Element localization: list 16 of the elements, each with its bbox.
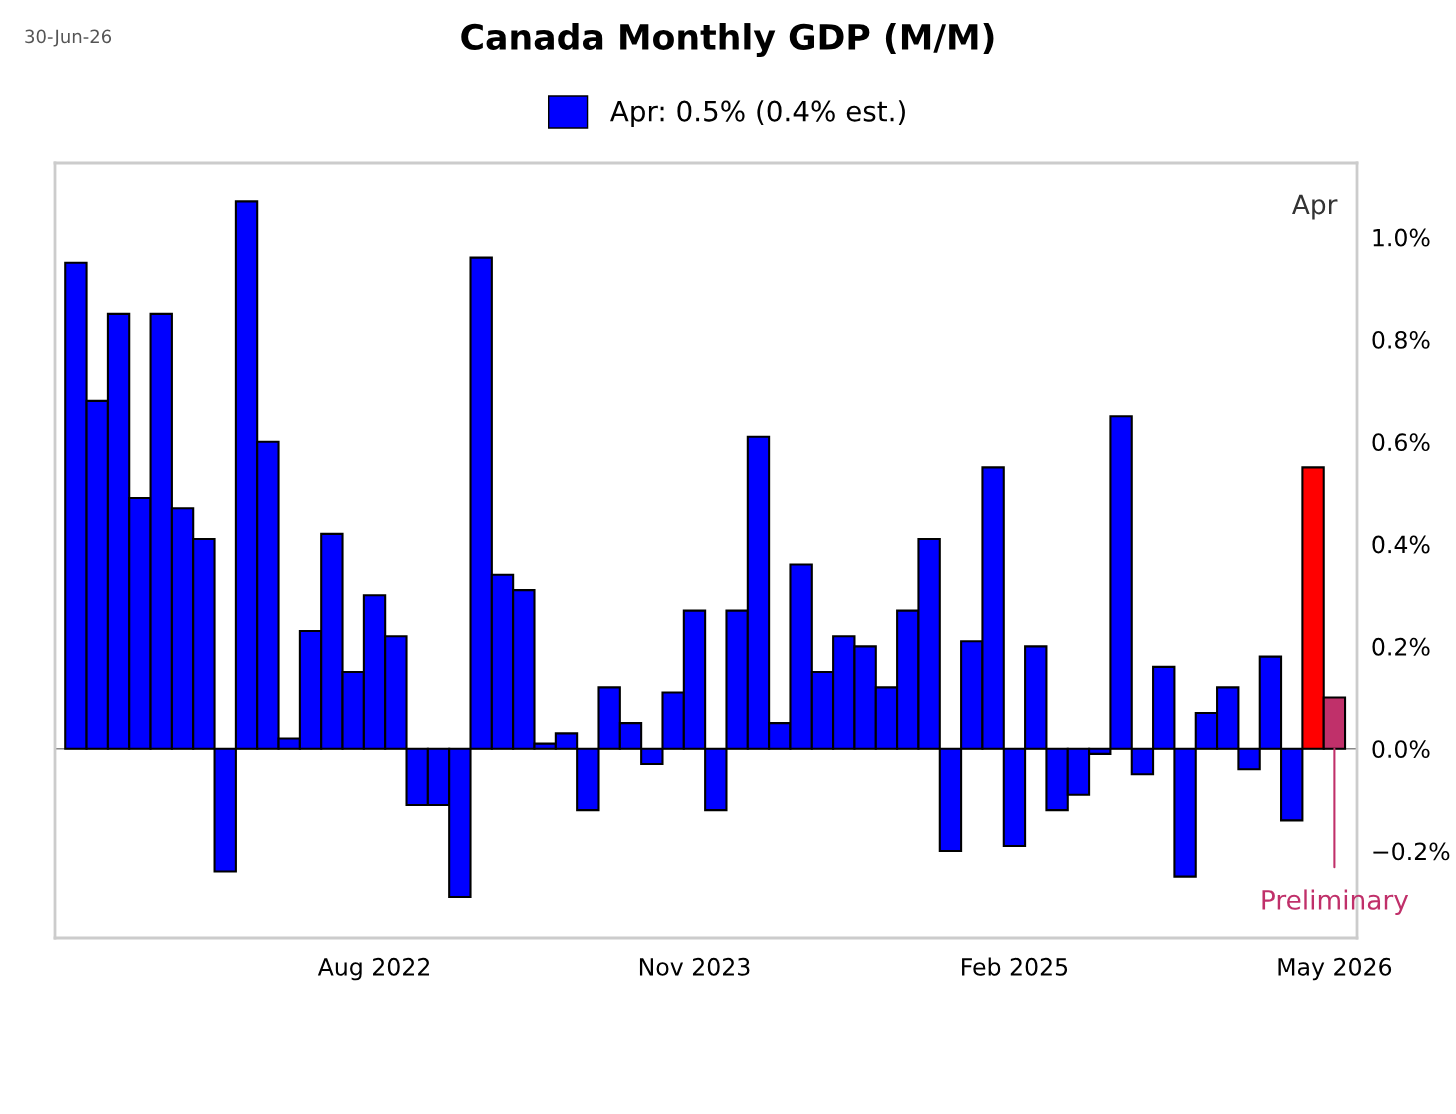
y-tick-label: 1.0% [1373,228,1430,247]
annotation: Apr [1292,194,1338,220]
y-tick-label: 0.6% [1372,433,1430,452]
annotation: Preliminary [1262,889,1409,915]
y-tick-label: 0.0% [1372,740,1430,759]
chart-title: Canada Monthly GDP (M/M) [461,23,994,57]
text: 30-Jun-26 [25,29,112,47]
y-tick-label: −0.2% [1373,842,1450,861]
x-tick-label: Nov 2023 [639,957,750,976]
x-tick-label: Aug 2022 [317,957,430,981]
legend-label: Apr: 0.5% (0.4% est.) [610,100,905,128]
x-tick-label: Feb 2025 [962,957,1068,976]
y-tick-label: 0.8% [1372,330,1430,349]
y-tick-label: 0.2% [1372,637,1430,656]
x-tick-label: May 2026 [1278,957,1392,981]
y-tick-label: 0.4% [1372,535,1430,554]
